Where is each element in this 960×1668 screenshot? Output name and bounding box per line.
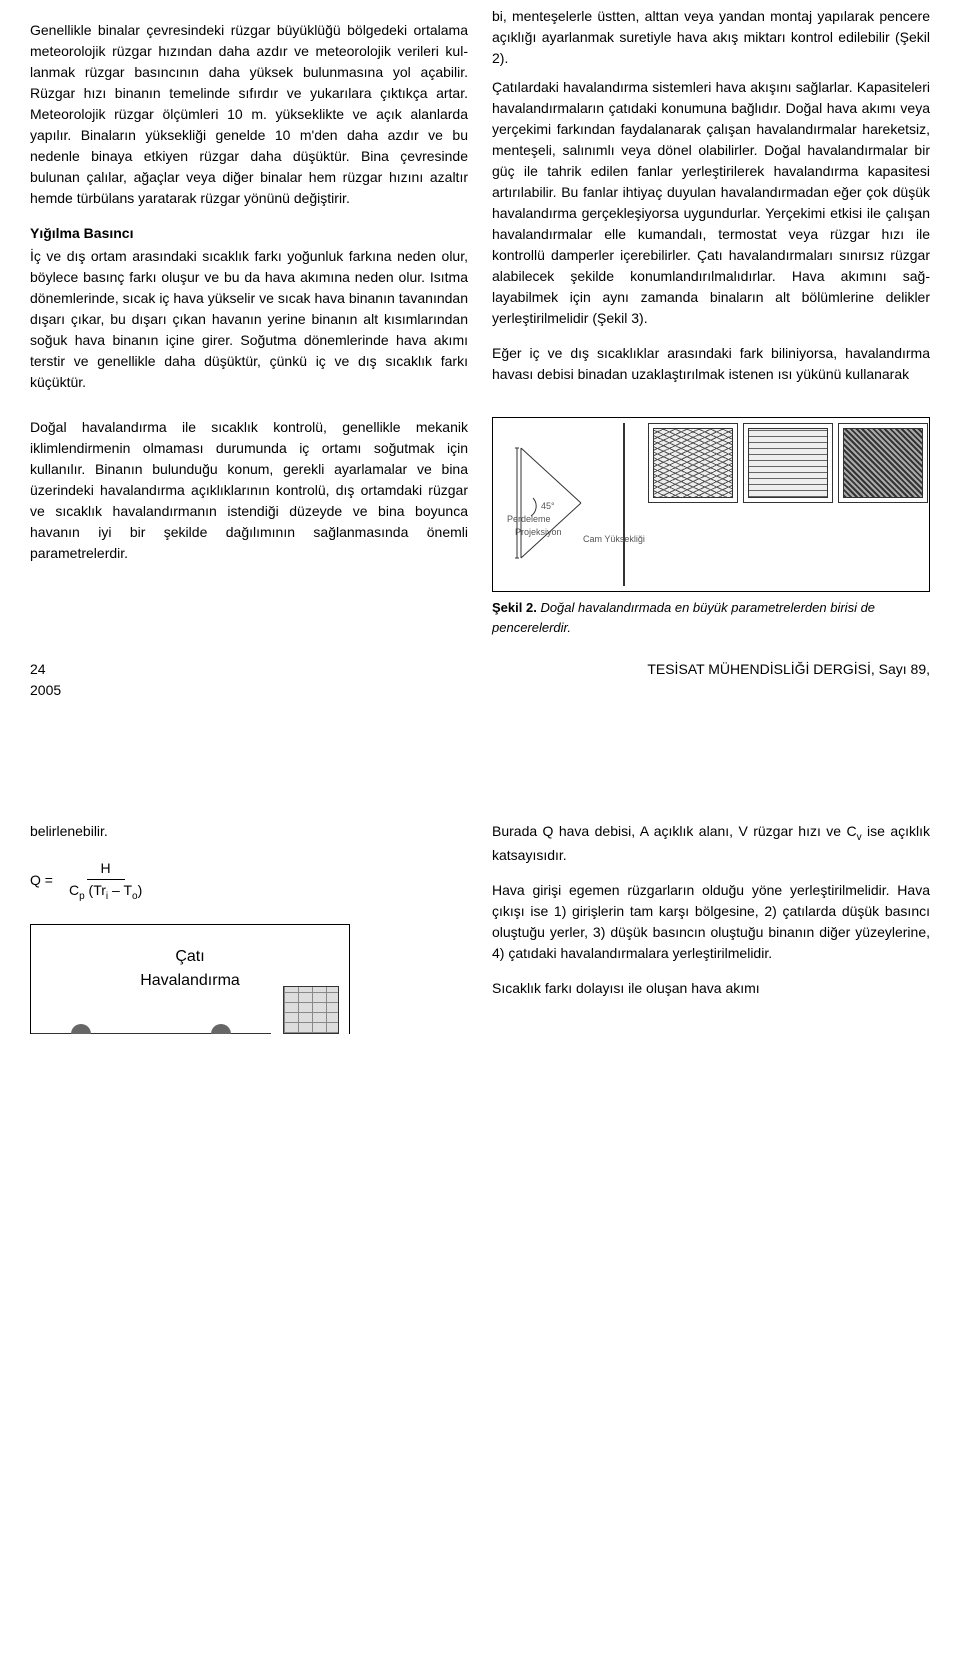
paragraph: Genellikle binalar çevresindeki rüzgar b… [30,20,468,209]
main-columns: Genellikle binalar çevresindeki rüzgar b… [30,20,930,407]
roof-vent [211,1024,231,1034]
formula-lhs: Q = [30,870,53,891]
lower-left-col: belirlenebilir. Q = H Cp (Tri – To) Çatı… [30,821,468,1034]
louver-illustration [843,428,923,498]
figure2-caption: Şekil 2. Doğal havalandırmada en büyük p… [492,598,930,637]
figure2-caption-text: Doğal havalandırmada en büyük parametre­… [492,600,875,635]
figure-pole [623,423,625,586]
paragraph: Çatılardaki havalandırma sistemleri hava… [492,77,930,329]
paragraph-left: Doğal havalandırma ile sıcaklık kontrolü… [30,417,468,637]
page-footer: 24 2005 TESİSAT MÜHENDİSLİĞİ DERGİSİ, Sa… [30,659,930,701]
projection-diagram [501,438,621,578]
den-part: (Tr [85,882,106,898]
column-left: Genellikle binalar çevresindeki rüzgar b… [30,20,468,407]
figure2-image: Perdeleme Projeksiyon 45° Cam Yüksekliği [492,417,930,592]
brick-wall [283,986,339,1034]
text-run: Burada Q hava debisi, A açıklık alanı, V… [492,823,857,839]
figure3-roof: Çatı Havalandırma [30,924,350,1034]
louver-illustration [748,428,828,498]
figure2-container: Perdeleme Projeksiyon 45° Cam Yüksekliği… [492,417,930,637]
row-paragraph-and-figure: Doğal havalandırma ile sıcaklık kontrolü… [30,417,930,637]
roof-vent [71,1024,91,1034]
column-right: bi, menteşelerle üstten, alttan veya yan… [492,20,930,407]
den-part: ) [138,882,143,898]
paragraph: Burada Q hava debisi, A açıklık alanı, V… [492,821,930,866]
paragraph: Doğal havalandırma ile sıcaklık kontrolü… [30,417,468,564]
page-gap [30,701,930,821]
paragraph: Sıcaklık farkı dolayısı ile oluşan hava … [492,978,930,999]
den-part: – T [108,882,132,898]
formula-numerator: H [87,858,125,880]
lower-columns: belirlenebilir. Q = H Cp (Tri – To) Çatı… [30,821,930,1034]
footer-left: 24 2005 [30,659,61,701]
subheading-yigilma: Yığılma Basıncı [30,223,468,244]
formula-fraction: H Cp (Tri – To) [63,858,148,904]
lower-right-col: Burada Q hava debisi, A açıklık alanı, V… [492,821,930,1034]
page-number: 24 [30,661,46,677]
figure2-caption-label: Şekil 2. [492,600,537,615]
paragraph: belirlenebilir. [30,821,468,842]
den-part: C [69,882,79,898]
paragraph: İç ve dış ortam arasındaki sıcaklık fark… [30,246,468,393]
footer-journal: TESİSAT MÜHENDİSLİĞİ DERGİSİ, Sayı 89, [647,659,930,701]
formula-denominator: Cp (Tri – To) [63,880,148,904]
paragraph: Eğer iç ve dış sıcaklıklar arasındaki fa… [492,343,930,385]
louver-illustration [653,428,733,498]
roof-title-line1: Çatı [175,948,204,965]
formula-q: Q = H Cp (Tri – To) [30,858,468,904]
roof-title-line2: Havalandırma [140,972,240,989]
roof-baseline [31,1033,271,1034]
page-year: 2005 [30,682,61,698]
paragraph-clipped: bi, menteşelerle üstten, alttan veya yan… [492,6,930,69]
paragraph: Hava girişi egemen rüzgarların olduğu yö… [492,880,930,964]
